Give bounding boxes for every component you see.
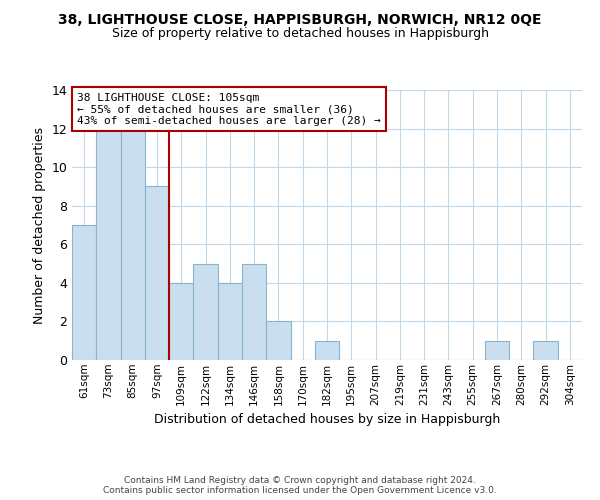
Y-axis label: Number of detached properties: Number of detached properties xyxy=(33,126,46,324)
Bar xyxy=(96,128,121,360)
Text: Contains HM Land Registry data © Crown copyright and database right 2024.
Contai: Contains HM Land Registry data © Crown c… xyxy=(103,476,497,495)
Bar xyxy=(121,128,145,360)
Bar xyxy=(72,225,96,360)
X-axis label: Distribution of detached houses by size in Happisburgh: Distribution of detached houses by size … xyxy=(154,413,500,426)
Bar xyxy=(266,322,290,360)
Bar xyxy=(145,186,169,360)
Text: Size of property relative to detached houses in Happisburgh: Size of property relative to detached ho… xyxy=(112,28,488,40)
Bar xyxy=(242,264,266,360)
Bar xyxy=(218,283,242,360)
Bar xyxy=(169,283,193,360)
Text: 38, LIGHTHOUSE CLOSE, HAPPISBURGH, NORWICH, NR12 0QE: 38, LIGHTHOUSE CLOSE, HAPPISBURGH, NORWI… xyxy=(58,12,542,26)
Bar xyxy=(193,264,218,360)
Text: 38 LIGHTHOUSE CLOSE: 105sqm
← 55% of detached houses are smaller (36)
43% of sem: 38 LIGHTHOUSE CLOSE: 105sqm ← 55% of det… xyxy=(77,92,381,126)
Bar xyxy=(315,340,339,360)
Bar xyxy=(485,340,509,360)
Bar xyxy=(533,340,558,360)
